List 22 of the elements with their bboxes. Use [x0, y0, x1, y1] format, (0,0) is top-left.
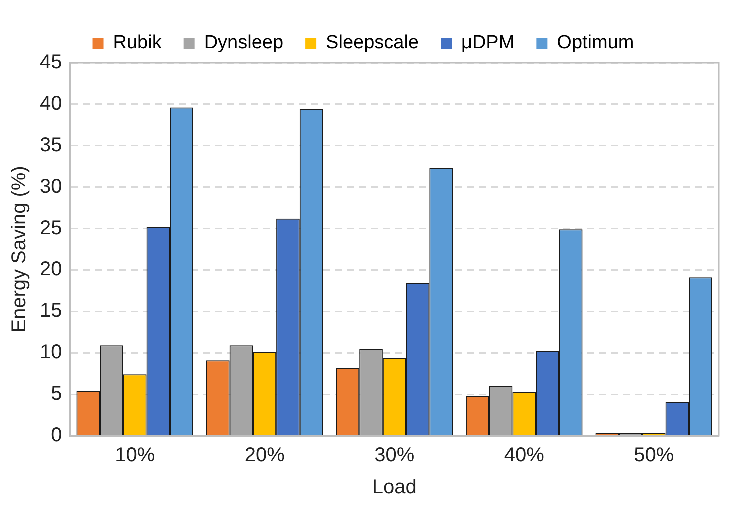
y-tick-label: 45: [40, 52, 62, 74]
legend-label: μDPM: [462, 32, 515, 54]
y-tick-label: 0: [51, 424, 62, 447]
y-tick-label: 20: [40, 258, 62, 281]
x-tick-label: 40%: [504, 444, 545, 467]
y-tick-label: 10: [40, 342, 62, 364]
y-tick-label: 15: [40, 300, 62, 322]
y-tick-label: 40: [40, 92, 62, 115]
x-tick-label: 30%: [374, 444, 415, 467]
y-tick-label: 35: [40, 134, 62, 156]
y-tick-label: 30: [40, 176, 62, 198]
y-tick-label: 25: [40, 217, 62, 240]
legend-label: Sleepscale: [326, 32, 420, 54]
x-axis-title: Load: [372, 476, 417, 499]
legend-label: Rubik: [113, 32, 162, 54]
y-tick-label: 5: [51, 383, 62, 406]
x-tick-label: 20%: [244, 444, 286, 467]
x-tick-label: 50%: [634, 444, 674, 467]
y-axis-title: Energy Saving (%): [8, 166, 31, 333]
x-tick-label: 10%: [115, 444, 156, 467]
legend-label: Optimum: [557, 32, 634, 54]
legend-label: Dynsleep: [204, 32, 284, 54]
